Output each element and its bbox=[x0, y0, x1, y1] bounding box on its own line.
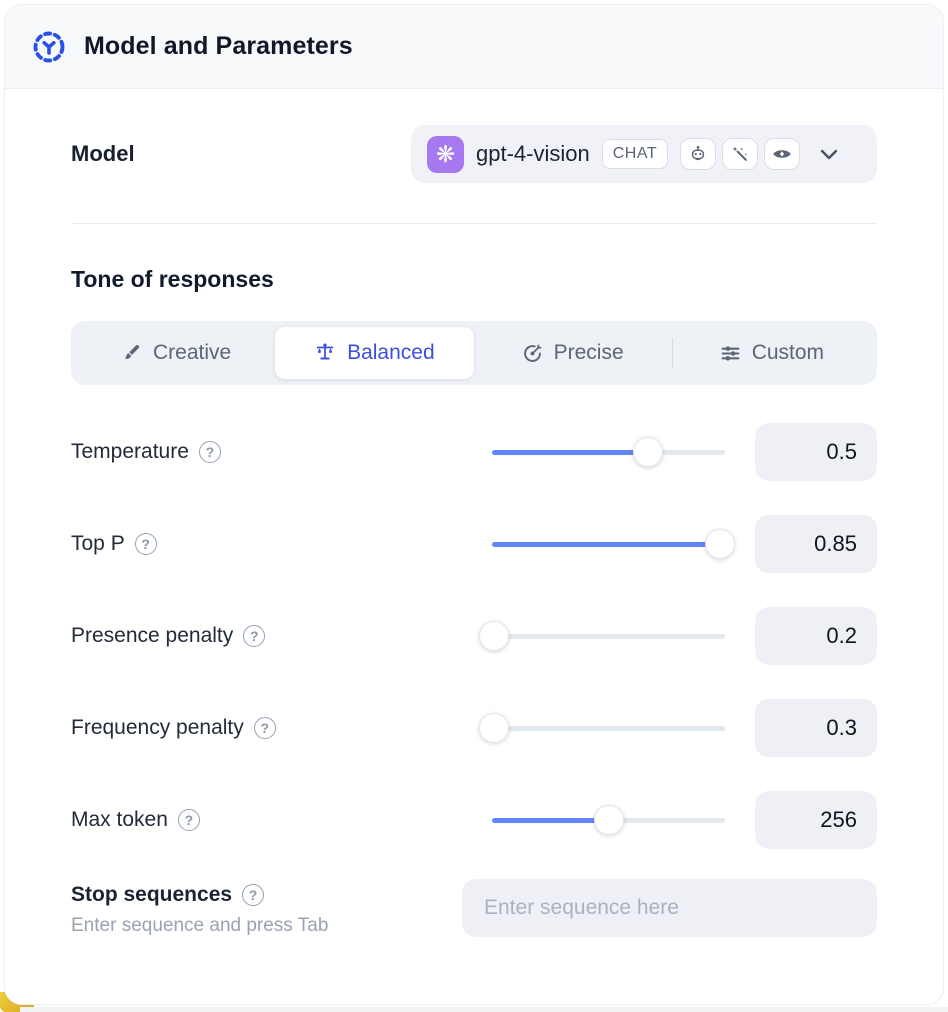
help-icon[interactable]: ? bbox=[177, 809, 200, 831]
capability-chips bbox=[680, 138, 801, 170]
chevron-down-icon[interactable] bbox=[820, 149, 838, 160]
panel-title: Model and Parameters bbox=[84, 32, 353, 60]
param-row-max-token: Max token ? bbox=[71, 791, 877, 849]
model-select[interactable]: ❋ gpt-4-vision CHAT bbox=[411, 125, 877, 183]
paintbrush-icon bbox=[121, 343, 142, 364]
help-icon[interactable]: ? bbox=[242, 884, 265, 906]
slider-thumb[interactable] bbox=[479, 621, 510, 651]
model-label: Model bbox=[71, 141, 135, 166]
help-icon[interactable]: ? bbox=[253, 717, 276, 739]
stop-sequences-hint: Enter sequence and press Tab bbox=[71, 915, 329, 936]
sliders-icon bbox=[720, 343, 741, 364]
top-p-slider[interactable] bbox=[492, 529, 736, 559]
top-p-label: Top P bbox=[71, 532, 125, 555]
magic-wand-icon bbox=[722, 138, 759, 170]
balance-scale-icon bbox=[314, 342, 336, 364]
model-type-badge: CHAT bbox=[601, 139, 669, 169]
slider-thumb[interactable] bbox=[705, 529, 736, 559]
presence-penalty-slider[interactable] bbox=[479, 621, 725, 651]
slider-thumb[interactable] bbox=[593, 805, 624, 835]
stop-sequences-input[interactable] bbox=[462, 879, 877, 937]
temperature-value[interactable] bbox=[755, 423, 877, 481]
model-parameters-panel: Model and Parameters Model ❋ gpt-4-visio… bbox=[4, 4, 944, 1005]
stop-sequences-row: Stop sequences ? Enter sequence and pres… bbox=[71, 879, 877, 937]
help-icon[interactable]: ? bbox=[198, 441, 221, 463]
frequency-penalty-value[interactable] bbox=[755, 699, 877, 757]
tab-precise[interactable]: Precise bbox=[474, 327, 672, 379]
tab-balanced[interactable]: Balanced bbox=[275, 327, 474, 379]
tab-divider bbox=[671, 338, 673, 368]
model-name: gpt-4-vision bbox=[476, 141, 590, 166]
param-row-presence-penalty: Presence penalty ? bbox=[71, 607, 877, 665]
tab-custom[interactable]: Custom bbox=[673, 327, 871, 379]
tab-balanced-label: Balanced bbox=[347, 341, 435, 364]
presence-penalty-value[interactable] bbox=[755, 607, 877, 665]
openai-logo-icon: ❋ bbox=[427, 135, 464, 173]
help-icon[interactable]: ? bbox=[243, 625, 266, 647]
max-token-slider[interactable] bbox=[492, 805, 725, 835]
slider-thumb[interactable] bbox=[633, 437, 664, 467]
stop-sequences-label: Stop sequences bbox=[71, 883, 233, 906]
target-icon bbox=[522, 343, 543, 364]
max-token-label: Max token bbox=[71, 808, 168, 831]
background-bottom-strip bbox=[20, 1007, 948, 1012]
temperature-label: Temperature bbox=[71, 440, 189, 463]
tone-tab-group: Creative Balanced bbox=[71, 321, 877, 385]
tab-creative-label: Creative bbox=[153, 341, 232, 364]
help-icon[interactable]: ? bbox=[134, 533, 157, 555]
tab-creative[interactable]: Creative bbox=[77, 327, 275, 379]
tab-custom-label: Custom bbox=[751, 341, 825, 364]
panel-header: Model and Parameters bbox=[5, 5, 943, 89]
tone-heading: Tone of responses bbox=[71, 266, 274, 292]
presence-penalty-label: Presence penalty bbox=[71, 624, 234, 647]
section-divider bbox=[71, 223, 877, 224]
model-hub-icon bbox=[31, 29, 67, 65]
param-row-top-p: Top P ? bbox=[71, 515, 877, 573]
tab-precise-label: Precise bbox=[553, 341, 624, 364]
param-row-frequency-penalty: Frequency penalty ? bbox=[71, 699, 877, 757]
temperature-slider[interactable] bbox=[492, 437, 725, 467]
slider-thumb[interactable] bbox=[479, 713, 510, 743]
top-p-value[interactable] bbox=[755, 515, 877, 573]
vision-eye-icon bbox=[764, 138, 801, 170]
frequency-penalty-slider[interactable] bbox=[479, 713, 725, 743]
assistant-bot-icon bbox=[680, 138, 717, 170]
param-row-temperature: Temperature ? bbox=[71, 423, 877, 481]
max-token-value[interactable] bbox=[755, 791, 877, 849]
frequency-penalty-label: Frequency penalty bbox=[71, 716, 244, 739]
model-row: Model ❋ gpt-4-vision CHAT bbox=[71, 125, 877, 183]
